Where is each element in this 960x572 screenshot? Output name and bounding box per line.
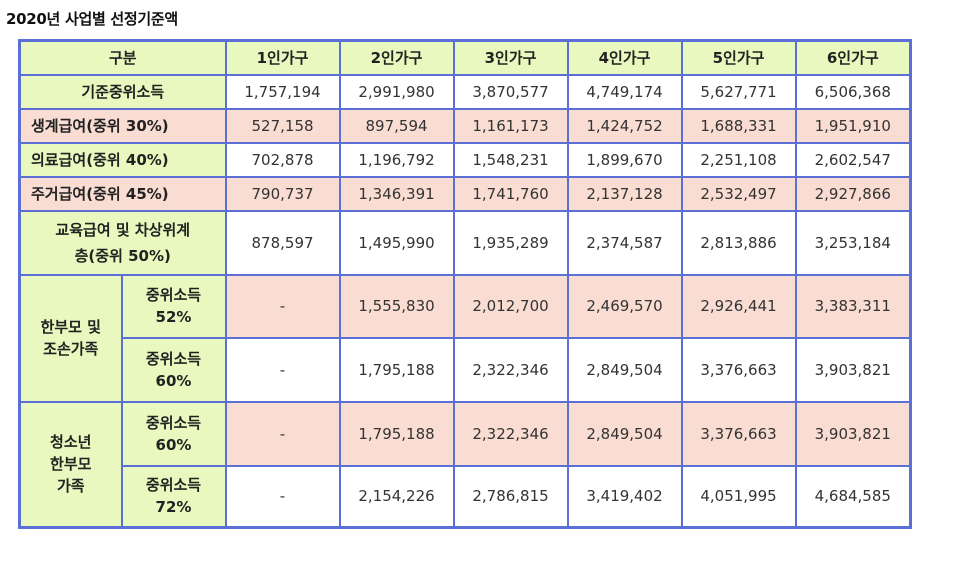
cell: 2,322,346 (452, 336, 569, 403)
row-label-line2: 층(중위 50%) (74, 246, 171, 265)
cell: 1,495,990 (338, 209, 455, 276)
cell: 4,749,174 (566, 73, 683, 110)
row-label: 기준중위소득 (18, 73, 227, 110)
cell: 2,926,441 (680, 273, 797, 339)
row-single-parent-60: 중위소득 60% - 1,795,188 2,322,346 2,849,504… (20, 336, 912, 403)
row-youth-parent-60: 청소년 한부모 가족 중위소득 60% - 1,795,188 2,322,34… (18, 400, 912, 529)
row-label: 의료급여(중위 40%) (18, 141, 227, 178)
sub-label-line1: 중위소득 (145, 349, 202, 368)
cell: 5,627,771 (680, 73, 797, 110)
header-category: 구분 (18, 39, 227, 76)
cell: 790,737 (224, 175, 341, 212)
cell: 1,346,391 (338, 175, 455, 212)
row-youth-parent-72: 중위소득 72% - 2,154,226 2,786,815 3,419,402… (20, 464, 912, 529)
row-label: 교육급여 및 차상위계 층(중위 50%) (18, 209, 227, 276)
sub-label: 중위소득 60% (120, 336, 227, 403)
cell: 2,602,547 (794, 141, 912, 178)
sub-label-line2: 72% (155, 498, 192, 517)
cell: 3,383,311 (794, 273, 912, 339)
sub-label-line1: 중위소득 (145, 476, 202, 495)
cell: - (224, 400, 341, 467)
sub-label-line2: 60% (155, 435, 192, 454)
row-label: 주거급여(중위 45%) (18, 175, 227, 212)
group-label-single-parent: 한부모 및 조손가족 (18, 273, 123, 403)
cell: 2,137,128 (566, 175, 683, 212)
sub-label: 중위소득 72% (120, 464, 227, 529)
cell: 1,741,760 (452, 175, 569, 212)
criteria-table: 구분 1인가구 2인가구 3인가구 4인가구 5인가구 6인가구 기준중위소득 … (18, 39, 913, 529)
cell: 1,899,670 (566, 141, 683, 178)
sub-label-line1: 중위소득 (145, 413, 202, 432)
cell: 2,849,504 (566, 336, 683, 403)
cell: 1,161,173 (452, 107, 569, 144)
cell: 1,196,792 (338, 141, 455, 178)
cell: - (224, 464, 341, 529)
cell: 3,903,821 (794, 400, 912, 467)
cell: 1,795,188 (338, 400, 455, 467)
cell: 2,813,886 (680, 209, 797, 276)
header-col-6: 6인가구 (794, 39, 912, 76)
group-label-youth-parent: 청소년 한부모 가족 (18, 400, 123, 529)
cell: 897,594 (338, 107, 455, 144)
header-col-5: 5인가구 (680, 39, 797, 76)
cell: 4,684,585 (794, 464, 912, 529)
row-housing: 주거급여(중위 45%) 790,737 1,346,391 1,741,760… (18, 175, 912, 212)
group-label-line3: 가족 (56, 477, 85, 496)
group-label-line1: 청소년 (50, 433, 92, 452)
cell: 878,597 (224, 209, 341, 276)
header-col-3: 3인가구 (452, 39, 569, 76)
header-col-1: 1인가구 (224, 39, 341, 76)
sub-label: 중위소득 52% (120, 273, 227, 339)
cell: 527,158 (224, 107, 341, 144)
cell: 2,251,108 (680, 141, 797, 178)
header-col-2: 2인가구 (338, 39, 455, 76)
row-single-parent-52: 한부모 및 조손가족 중위소득 52% - 1,555,830 2,012,70… (18, 273, 912, 403)
cell: 3,253,184 (794, 209, 912, 276)
cell: 2,012,700 (452, 273, 569, 339)
cell: 3,903,821 (794, 336, 912, 403)
sub-label-line2: 60% (155, 371, 192, 390)
sub-label-line2: 52% (155, 308, 192, 326)
cell: 3,870,577 (452, 73, 569, 110)
group-label-line2: 조손가족 (43, 340, 99, 358)
cell: 702,878 (224, 141, 341, 178)
cell: 2,991,980 (338, 73, 455, 110)
cell: 2,469,570 (566, 273, 683, 339)
sub-label: 중위소득 60% (120, 400, 227, 467)
cell: 3,419,402 (566, 464, 683, 529)
cell: 1,757,194 (224, 73, 341, 110)
row-label: 생계급여(중위 30%) (18, 107, 227, 144)
cell: 2,374,587 (566, 209, 683, 276)
cell: - (224, 336, 341, 403)
group-label-line1: 한부모 및 (40, 318, 101, 336)
cell: 1,795,188 (338, 336, 455, 403)
header-col-4: 4인가구 (566, 39, 683, 76)
cell: 2,322,346 (452, 400, 569, 467)
group-label-line2: 한부모 (50, 455, 92, 474)
cell: 4,051,995 (680, 464, 797, 529)
row-median-income: 기준중위소득 1,757,194 2,991,980 3,870,577 4,7… (18, 73, 912, 110)
cell: 1,688,331 (680, 107, 797, 144)
cell: 1,424,752 (566, 107, 683, 144)
page-title: 2020년 사업별 선정기준액 (6, 10, 178, 28)
cell: 1,555,830 (338, 273, 455, 339)
cell: 3,376,663 (680, 336, 797, 403)
cell: 3,376,663 (680, 400, 797, 467)
cell: 2,849,504 (566, 400, 683, 467)
cell: 1,935,289 (452, 209, 569, 276)
header-row: 구분 1인가구 2인가구 3인가구 4인가구 5인가구 6인가구 (18, 39, 912, 76)
cell: - (224, 273, 341, 339)
row-education: 교육급여 및 차상위계 층(중위 50%) 878,597 1,495,990 … (18, 209, 912, 276)
sub-label-line1: 중위소득 (145, 286, 202, 304)
cell: 2,154,226 (338, 464, 455, 529)
cell: 2,927,866 (794, 175, 912, 212)
cell: 1,548,231 (452, 141, 569, 178)
cell: 6,506,368 (794, 73, 912, 110)
cell: 2,532,497 (680, 175, 797, 212)
cell: 2,786,815 (452, 464, 569, 529)
cell: 1,951,910 (794, 107, 912, 144)
row-label-line1: 교육급여 및 차상위계 (55, 220, 191, 239)
row-livelihood: 생계급여(중위 30%) 527,158 897,594 1,161,173 1… (18, 107, 912, 144)
row-medical: 의료급여(중위 40%) 702,878 1,196,792 1,548,231… (18, 141, 912, 178)
